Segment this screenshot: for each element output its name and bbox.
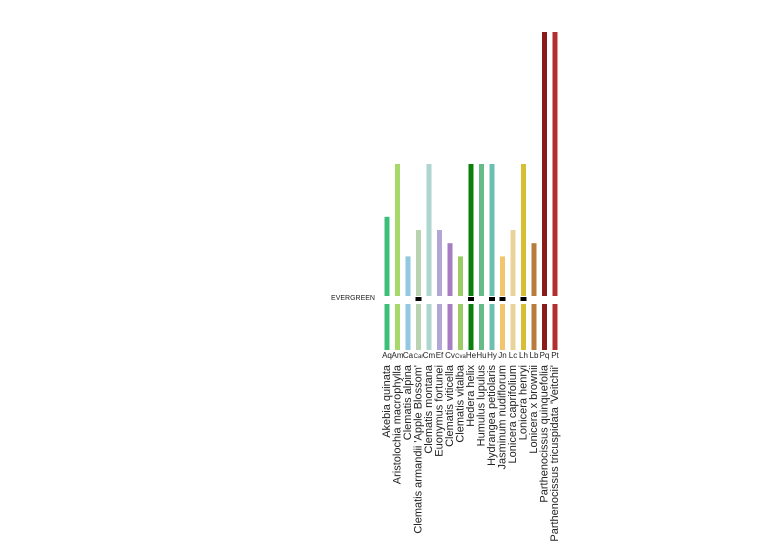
bar-stub: [521, 304, 526, 350]
plant-name: Humulus lupulus: [475, 365, 487, 447]
bar-stub: [531, 304, 537, 350]
abbr-label: He: [466, 351, 477, 360]
bar-stub: [405, 304, 411, 350]
plant-name: Lonicera x brownii: [528, 365, 540, 454]
evergreen-marker: [489, 297, 495, 301]
bar: [458, 256, 463, 296]
abbr-label: Lh: [519, 351, 528, 360]
abbr-label: Ef: [436, 351, 444, 360]
plant-name: Akebia quinata: [381, 364, 393, 438]
abbr-label: Aq: [382, 351, 392, 360]
abbr-label: Car: [414, 354, 424, 360]
bar: [395, 164, 400, 296]
bar: [552, 32, 558, 296]
plant-name: Euonymus fortunei: [433, 365, 445, 457]
bar: [479, 164, 484, 296]
bar-stub: [510, 304, 516, 350]
bar-stub: [395, 304, 400, 350]
abbr-label: Pt: [551, 351, 559, 360]
bar: [510, 230, 516, 296]
abbr-label: Cva: [455, 354, 466, 360]
abbr-label: Hu: [476, 351, 486, 360]
plant-name: Clematis armandii 'Apple Blossom': [412, 365, 424, 534]
bar-stub: [447, 304, 453, 350]
bar-stub: [468, 304, 474, 350]
bar-stub: [416, 304, 421, 350]
plant-name: Aristolochia macrophylla: [391, 364, 403, 484]
bar-stub: [479, 304, 484, 350]
bar-stub: [384, 304, 390, 350]
abbr-label: Cv: [445, 351, 455, 360]
abbr-label: Pq: [540, 351, 550, 360]
bar-stub: [437, 304, 442, 350]
abbr-label: Cm: [423, 351, 436, 360]
evergreen-marker: [468, 297, 474, 301]
bar: [447, 243, 453, 296]
plant-name: Clematis alpina: [402, 364, 414, 440]
abbr-label: Am: [392, 351, 404, 360]
plant-name: Hydrangea petiolaris: [486, 365, 498, 466]
evergreen-marker: [520, 297, 527, 301]
bar: [468, 164, 474, 296]
bar-stub: [458, 304, 463, 350]
plant-name: Parthenocissus tricuspidata 'Veitchii': [549, 365, 561, 542]
abbr-label: Ca: [403, 351, 414, 360]
abbr-label: Lc: [509, 351, 517, 360]
bar: [426, 164, 432, 296]
plant-name: Parthenocissus quinquefolia: [538, 364, 550, 502]
bar: [405, 256, 411, 296]
bar-stub: [426, 304, 432, 350]
plant-name: Clematis vitalba: [454, 364, 466, 443]
bar: [500, 256, 505, 296]
evergreen-marker: [499, 297, 506, 301]
plant-name: Clematis montana: [423, 364, 435, 454]
abbr-label: Jn: [498, 351, 506, 360]
bar: [437, 230, 442, 296]
abbr-label: Hy: [487, 351, 497, 360]
bar-stub: [489, 304, 495, 350]
bar: [489, 164, 495, 296]
bar: [384, 216, 390, 296]
bar: [531, 243, 537, 296]
plant-name: Lonicera henryi: [517, 365, 529, 440]
plant-name: Clematis viticella: [444, 364, 456, 447]
evergreen-label: EVERGREEN: [331, 295, 375, 302]
bar-stub: [500, 304, 505, 350]
bar: [521, 164, 526, 296]
plant-name: Lonicera caprifolium: [507, 365, 519, 463]
evergreen-marker: [415, 297, 422, 301]
bar-stub: [542, 304, 547, 350]
bar: [542, 32, 547, 296]
plant-name: Jasminum nudiflorum: [496, 365, 508, 470]
abbr-label: Lb: [530, 351, 539, 360]
bar-stub: [552, 304, 558, 350]
bar: [416, 230, 421, 296]
plant-name: Hedera helix: [465, 365, 477, 427]
